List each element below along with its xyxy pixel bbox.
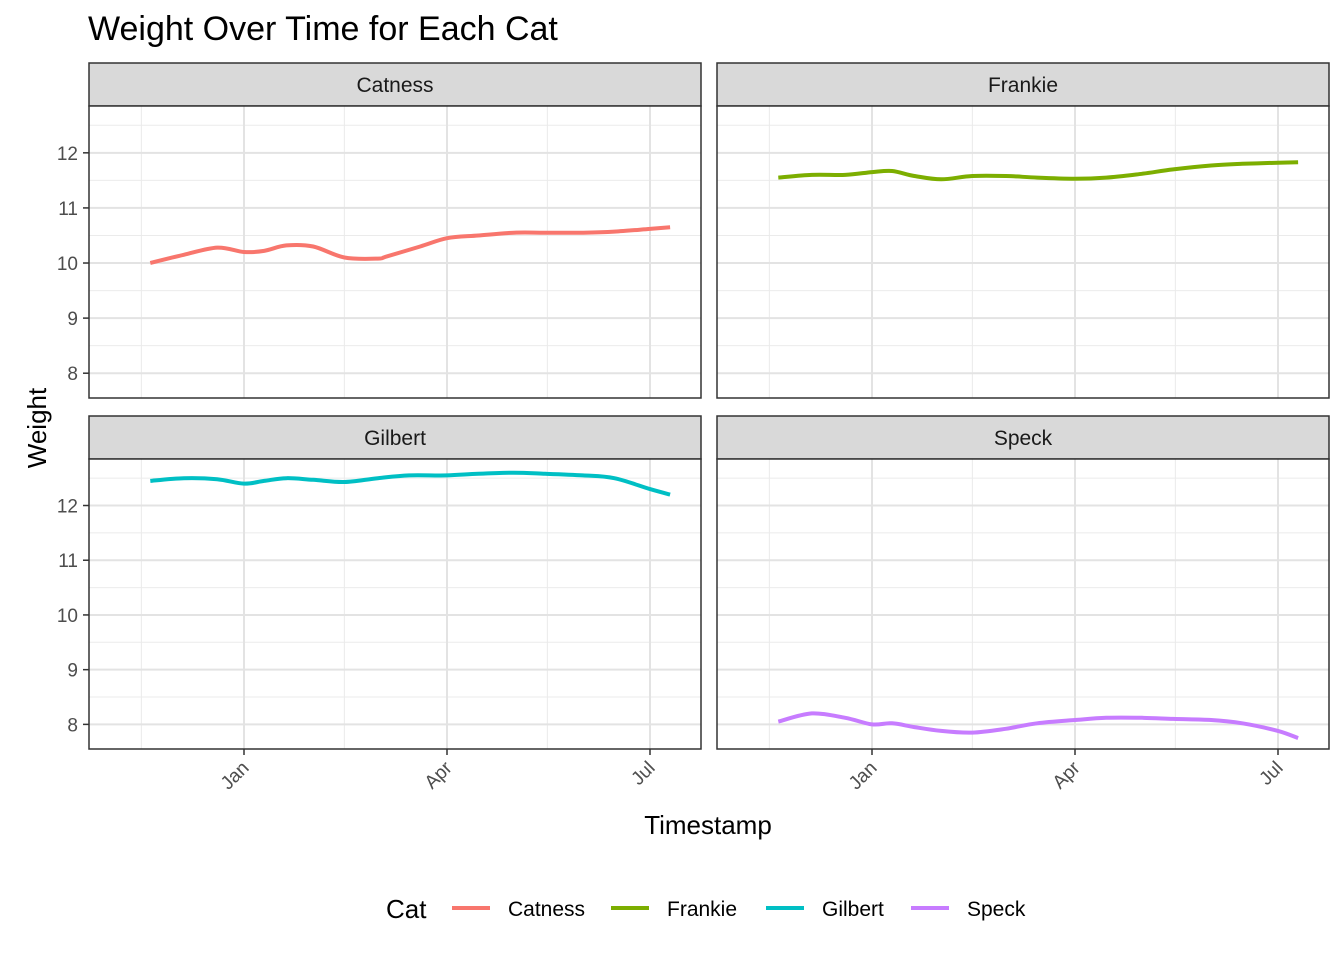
x-tick-label: Jan <box>845 758 882 795</box>
series-line-frankie <box>778 160 1299 182</box>
x-axis-title: Timestamp <box>644 810 772 840</box>
facet-strip <box>88 62 702 107</box>
y-tick-label: 12 <box>57 144 78 165</box>
y-tick-label: 11 <box>58 199 78 220</box>
facet-catness: Catness 8 9 10 11 12 <box>57 62 702 399</box>
facet-gilbert: Gilbert 8 9 10 11 12 Jan Apr Jul <box>57 415 702 795</box>
y-tick-label: 9 <box>67 661 78 682</box>
y-tick-label: 8 <box>67 364 78 385</box>
y-tick-label: 10 <box>57 254 78 275</box>
legend: Cat Catness Frankie Gilbert Speck <box>386 894 1026 924</box>
x-tick-label: Jul <box>628 758 660 790</box>
legend-item-catness: Catness <box>452 898 585 921</box>
y-axis-title: Weight <box>22 387 52 468</box>
facet-strip-label: Frankie <box>988 74 1058 97</box>
legend-label: Speck <box>967 898 1026 921</box>
legend-item-frankie: Frankie <box>611 898 737 921</box>
x-tick-label: Apr <box>1049 757 1085 793</box>
facet-panels: Catness 8 9 10 11 12 Frankie Gilbert 8 9 10 11 12 Jan… <box>57 62 1330 795</box>
y-tick-label: 9 <box>67 309 78 330</box>
facet-strip <box>716 415 1330 460</box>
legend-label: Gilbert <box>822 898 884 921</box>
legend-item-speck: Speck <box>911 898 1026 921</box>
facet-frankie: Frankie <box>716 62 1330 399</box>
legend-item-gilbert: Gilbert <box>766 898 884 921</box>
y-tick-label: 12 <box>57 497 78 518</box>
panel-background <box>89 459 701 749</box>
facet-strip-label: Speck <box>994 427 1053 450</box>
x-tick-label: Jan <box>217 758 254 795</box>
panel-border <box>716 105 1330 399</box>
panel-border <box>88 105 702 399</box>
facet-strip-label: Gilbert <box>364 427 426 450</box>
series-line-speck <box>777 711 1299 740</box>
legend-label: Frankie <box>667 898 737 921</box>
facet-strip-label: Catness <box>356 74 433 97</box>
chart-title: Weight Over Time for Each Cat <box>88 10 558 48</box>
series-line-gilbert <box>150 470 671 497</box>
legend-title: Cat <box>386 894 427 924</box>
facet-strip <box>716 62 1330 107</box>
facet-speck: Speck Jan Apr Jul <box>716 415 1330 795</box>
y-tick-label: 8 <box>67 715 78 736</box>
panel-border <box>88 458 702 750</box>
y-tick-label: 10 <box>57 606 78 627</box>
series-line-catness <box>149 225 671 265</box>
y-tick-label: 11 <box>58 551 78 572</box>
x-tick-label: Apr <box>421 757 457 793</box>
legend-label: Catness <box>508 898 585 921</box>
panel-background <box>717 459 1329 749</box>
panel-border <box>716 458 1330 750</box>
x-tick-label: Jul <box>1256 758 1288 790</box>
panel-background <box>717 106 1329 398</box>
